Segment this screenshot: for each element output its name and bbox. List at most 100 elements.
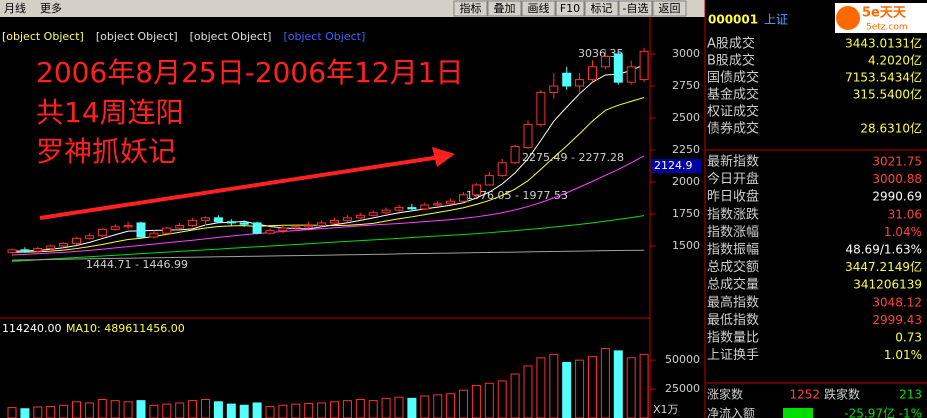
volume-bar bbox=[33, 406, 43, 418]
quote-value: 315.5400亿 bbox=[853, 87, 922, 102]
volume-ma: MA10: 489611456.00 bbox=[66, 322, 185, 335]
volume-bar bbox=[484, 382, 494, 418]
volume-bar bbox=[497, 380, 507, 418]
volume-bar bbox=[304, 403, 314, 418]
volume-bar bbox=[355, 398, 365, 418]
volume-bar bbox=[433, 394, 443, 418]
moving-average bbox=[11, 97, 645, 253]
button[interactable] bbox=[618, 0, 653, 17]
quote-value: 28.6310亿 bbox=[860, 121, 922, 136]
code: 000001 bbox=[708, 13, 758, 27]
candle-body bbox=[471, 184, 481, 196]
quote-label: 基金成交 bbox=[707, 87, 759, 103]
candle-body bbox=[575, 79, 585, 87]
volume-bar bbox=[291, 403, 301, 418]
legend-entry: [object Object] bbox=[283, 30, 365, 43]
volume-bar bbox=[562, 361, 572, 418]
volume-bar bbox=[330, 401, 339, 418]
stat-label: 今日开盘 bbox=[707, 171, 759, 187]
quote-label: 国债成交 bbox=[707, 70, 759, 86]
y-tick-label: 50000 bbox=[665, 353, 700, 366]
legend-entry: [object Object] bbox=[2, 30, 84, 43]
candle-body bbox=[639, 50, 649, 81]
button-label[interactable]: F10 bbox=[560, 2, 580, 15]
candle-body bbox=[510, 146, 520, 164]
stat-value: 3000.88 bbox=[872, 172, 922, 186]
candle-body bbox=[110, 226, 120, 230]
button[interactable] bbox=[555, 0, 585, 17]
candle-body bbox=[226, 221, 236, 224]
candle-body bbox=[433, 203, 443, 206]
candle-body bbox=[149, 232, 159, 238]
period[interactable]: 月线 bbox=[4, 1, 26, 15]
more[interactable]: 更多 bbox=[40, 1, 62, 15]
candle-body bbox=[72, 237, 81, 244]
volume-bar bbox=[97, 398, 107, 418]
value: 1252 bbox=[789, 388, 820, 402]
volume-bar bbox=[201, 398, 210, 418]
candle-body bbox=[342, 217, 352, 221]
candle-body bbox=[201, 217, 210, 221]
volume-bar bbox=[46, 405, 56, 418]
volume-bar bbox=[368, 400, 378, 418]
annotation: 2006年8月25日-2006年12月1日 bbox=[36, 56, 464, 89]
candle-body bbox=[188, 219, 198, 227]
y-tick-label: 1750 bbox=[672, 207, 700, 220]
candle-body bbox=[600, 56, 610, 68]
candle-body bbox=[175, 225, 185, 229]
button[interactable] bbox=[487, 0, 522, 17]
stat-value: 2990.69 bbox=[872, 190, 922, 204]
stat-value: 31.06 bbox=[888, 207, 922, 221]
candle-body bbox=[394, 207, 404, 211]
name: 上证 bbox=[764, 13, 788, 27]
stat-label: 指数量比 bbox=[707, 331, 759, 346]
moving-average bbox=[11, 155, 645, 256]
value: 213 bbox=[899, 388, 922, 402]
quote-value: 7153.5434亿 bbox=[845, 70, 922, 85]
label: 净流入额 bbox=[707, 407, 755, 418]
button-label[interactable]: 画线 bbox=[528, 1, 550, 15]
stat-value: 3021.75 bbox=[872, 155, 922, 169]
price-label: 3036.35 bbox=[578, 47, 624, 60]
logo: 5e天天 bbox=[862, 6, 907, 21]
moving-average bbox=[11, 249, 645, 261]
volume-bar bbox=[407, 397, 417, 418]
volume-bar bbox=[549, 353, 559, 418]
candle-body bbox=[304, 225, 314, 228]
candle-body bbox=[446, 200, 456, 205]
value: -1% bbox=[899, 407, 922, 418]
stat-label: 指数涨跌 bbox=[707, 206, 759, 222]
stat-label: 最新指数 bbox=[707, 154, 759, 170]
volume-bar bbox=[123, 401, 133, 418]
candle-body bbox=[84, 235, 94, 239]
site: 5etz.com bbox=[866, 23, 908, 33]
volume-bar bbox=[110, 400, 120, 418]
volume-bar bbox=[613, 350, 623, 418]
volume-bar bbox=[510, 373, 520, 418]
volume-bar bbox=[342, 400, 352, 418]
button-label[interactable]: 叠加 bbox=[494, 2, 516, 15]
volume-bar bbox=[149, 404, 159, 418]
volume-bar bbox=[59, 404, 69, 418]
button[interactable] bbox=[584, 0, 619, 17]
volume-bar bbox=[317, 402, 327, 418]
volume-bar bbox=[381, 397, 391, 418]
button-label[interactable]: 返回 bbox=[659, 2, 681, 15]
volume-bar bbox=[175, 402, 185, 418]
y-tick-label: 2250 bbox=[672, 143, 700, 156]
button-label[interactable]: 标记 bbox=[591, 1, 613, 15]
stat-label: 昨日收盘 bbox=[707, 189, 759, 205]
volume-bar bbox=[536, 357, 546, 418]
button[interactable] bbox=[652, 0, 687, 17]
candle-body bbox=[420, 204, 430, 210]
candle-body bbox=[484, 175, 494, 186]
candle-body bbox=[239, 222, 249, 225]
candle-body bbox=[213, 217, 223, 223]
candle-body bbox=[407, 207, 417, 210]
button-label[interactable]: -自选 bbox=[623, 2, 649, 15]
button[interactable] bbox=[453, 0, 488, 17]
volume-bar bbox=[575, 359, 585, 418]
stat-label: 指数涨幅 bbox=[707, 225, 759, 240]
button-label[interactable]: 指标 bbox=[460, 1, 482, 15]
button[interactable] bbox=[521, 0, 556, 17]
